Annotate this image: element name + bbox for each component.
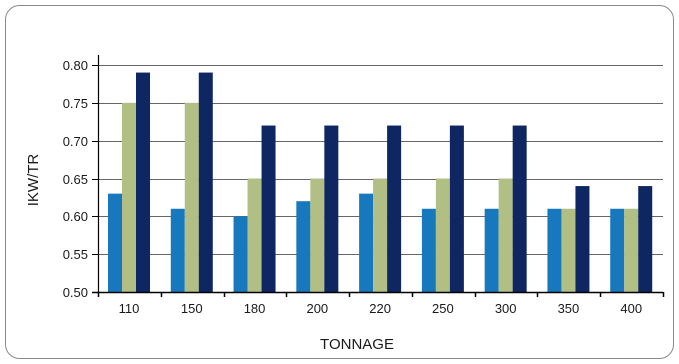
bar	[435, 178, 450, 292]
axes	[92, 55, 665, 297]
x-tick-label: 220	[369, 301, 391, 316]
bar	[561, 208, 576, 292]
bar	[184, 102, 199, 292]
y-tick-label: 0.50	[63, 285, 88, 300]
x-tick-label: 300	[495, 301, 517, 316]
bar	[373, 178, 388, 292]
x-axis-title: TONNAGE	[320, 336, 394, 353]
bar	[198, 72, 213, 292]
bar	[624, 208, 639, 292]
bar	[610, 208, 625, 292]
bar	[575, 186, 590, 292]
x-tick-label: 250	[432, 301, 454, 316]
bar	[449, 125, 464, 293]
x-tick-label: 180	[244, 301, 266, 316]
y-tick-label: 0.70	[63, 134, 88, 149]
x-tick-label: 400	[620, 301, 642, 316]
bar	[498, 178, 513, 292]
y-axis-title: IKW/TR	[25, 154, 42, 207]
y-tick-label: 0.75	[63, 96, 88, 111]
bar	[247, 178, 262, 292]
bar	[421, 208, 436, 292]
x-tick-label: 110	[119, 301, 140, 316]
x-tick-label: 150	[181, 301, 203, 316]
bar	[310, 178, 325, 292]
bar	[512, 125, 527, 293]
x-tick-label: 200	[306, 301, 328, 316]
tick-labels: 0.50 0.55 0.60 0.65 0.70 0.75 0.80 110 150 180 200…	[63, 58, 642, 316]
bar	[638, 186, 653, 292]
x-tick-label: 350	[558, 301, 580, 316]
y-tick-label: 0.80	[63, 58, 88, 73]
bar	[261, 125, 276, 293]
bar	[359, 193, 374, 292]
bar	[233, 216, 248, 292]
y-tick-label: 0.65	[63, 172, 88, 187]
bar	[108, 193, 122, 292]
y-tick-label: 0.60	[63, 209, 88, 224]
bar	[122, 102, 136, 292]
bar	[324, 125, 339, 293]
bar	[136, 72, 150, 292]
bar	[296, 201, 311, 292]
bars	[108, 72, 653, 293]
y-tick-label: 0.55	[63, 247, 88, 262]
bar	[547, 208, 562, 292]
bar	[387, 125, 402, 293]
bar	[484, 208, 499, 292]
bar	[170, 208, 185, 292]
